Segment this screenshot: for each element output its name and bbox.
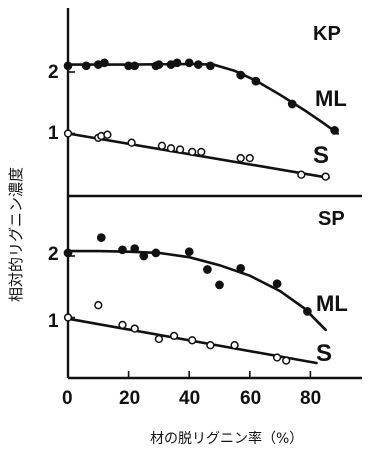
point-kp-ml-11 xyxy=(193,60,203,69)
points-layer xyxy=(63,58,339,365)
x-tick-label-20: 20 xyxy=(119,388,140,409)
point-sp-ml-9 xyxy=(236,263,246,273)
point-sp-ml-11 xyxy=(303,307,312,316)
point-kp-s-0 xyxy=(63,129,73,138)
point-sp-s-7 xyxy=(206,341,215,350)
point-sp-ml-5 xyxy=(151,248,161,258)
point-kp-ml-1 xyxy=(81,61,91,71)
y-axis-label: 相対的リグニン濃度 xyxy=(7,167,25,302)
point-kp-ml-9 xyxy=(172,58,182,68)
fit-curve-kp-s xyxy=(66,132,330,180)
point-sp-ml-3 xyxy=(130,244,140,253)
point-sp-s-10 xyxy=(282,356,291,365)
point-sp-s-9 xyxy=(272,353,282,362)
fit-curve-sp-ml xyxy=(66,249,327,332)
y-tick-label-kp-2: 2 xyxy=(48,62,59,83)
x-tick-label-0: 0 xyxy=(62,388,73,409)
point-sp-ml-0 xyxy=(63,248,73,258)
point-kp-s-4 xyxy=(127,138,136,147)
point-sp-s-1 xyxy=(94,301,103,310)
point-sp-s-0 xyxy=(63,313,73,322)
point-sp-ml-8 xyxy=(215,280,224,290)
point-sp-ml-1 xyxy=(96,233,106,242)
point-kp-s-8 xyxy=(188,147,197,157)
point-sp-ml-10 xyxy=(272,279,282,289)
panel-title-sp: SP xyxy=(318,208,345,230)
point-kp-ml-13 xyxy=(236,70,246,80)
point-sp-ml-2 xyxy=(118,245,127,255)
point-kp-ml-7 xyxy=(154,60,164,69)
point-kp-ml-12 xyxy=(206,61,215,71)
point-kp-ml-15 xyxy=(287,99,297,109)
point-sp-s-3 xyxy=(130,324,139,333)
x-axis-label: 材の脱リグニン率（%） xyxy=(150,430,303,447)
point-kp-ml-5 xyxy=(130,61,140,71)
y-tick-label-sp-1: 1 xyxy=(48,311,59,332)
point-sp-ml-4 xyxy=(139,251,149,261)
x-tick-label-40: 40 xyxy=(179,388,200,409)
fit-curve-kp-ml xyxy=(66,62,339,135)
point-sp-ml-6 xyxy=(184,247,194,257)
point-kp-s-5 xyxy=(157,141,167,150)
point-kp-s-10 xyxy=(236,153,245,163)
point-kp-s-6 xyxy=(166,144,176,153)
y-tick-label-sp-2: 2 xyxy=(48,244,59,265)
x-tick-label-80: 80 xyxy=(300,388,321,409)
point-sp-s-2 xyxy=(118,320,127,330)
point-sp-s-5 xyxy=(169,331,179,341)
point-kp-s-7 xyxy=(175,145,185,154)
panel-title-kp: KP xyxy=(313,23,341,45)
point-kp-ml-10 xyxy=(184,58,194,68)
point-kp-ml-14 xyxy=(251,76,261,86)
ticks-layer xyxy=(67,71,312,378)
point-kp-ml-0 xyxy=(63,61,73,71)
point-kp-ml-3 xyxy=(100,58,109,68)
point-kp-ml-16 xyxy=(330,126,339,135)
x-tick-label-60: 60 xyxy=(240,388,261,409)
point-kp-s-3 xyxy=(103,130,112,139)
point-kp-s-11 xyxy=(245,153,254,163)
series-label-sp-ml: ML xyxy=(316,291,348,316)
series-label-kp-ml: ML xyxy=(315,86,347,111)
point-kp-s-9 xyxy=(197,147,206,157)
point-sp-ml-7 xyxy=(203,265,212,274)
point-kp-s-12 xyxy=(297,170,306,179)
series-label-sp-s: S xyxy=(316,340,332,367)
y-tick-label-kp-1: 1 xyxy=(48,123,59,144)
series-label-kp-s: S xyxy=(313,142,329,169)
point-sp-s-8 xyxy=(230,341,239,350)
point-kp-s-13 xyxy=(321,172,330,181)
point-sp-s-4 xyxy=(154,334,164,344)
point-sp-s-6 xyxy=(188,336,197,345)
curves-layer xyxy=(66,62,339,365)
